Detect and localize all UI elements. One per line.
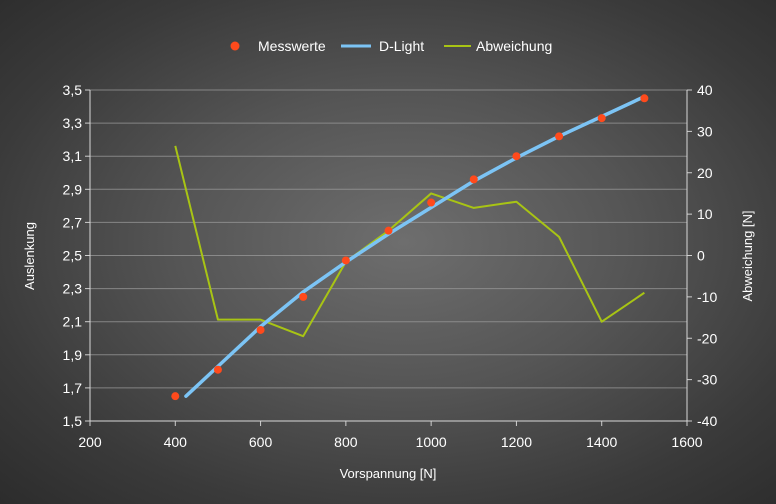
y2-tick-label: 10 — [697, 206, 713, 222]
series-line-d-light — [184, 94, 647, 398]
y-tick-labels: 1,5 1,7 1,9 2,1 2,3 2,5 2,7 2,9 3,1 3,3 3,5 — [63, 82, 83, 429]
y-tick-label: 1,7 — [63, 380, 83, 396]
data-point-messwerte — [171, 392, 180, 401]
x-tick-labels: 200 400 600 800 1000 1200 1400 1600 — [78, 434, 702, 450]
y-tick-label: 1,5 — [63, 413, 83, 429]
x-tick-label: 800 — [334, 434, 358, 450]
x-tick-label: 600 — [249, 434, 273, 450]
data-point-messwerte — [597, 114, 606, 123]
x-tick-label: 1000 — [416, 434, 447, 450]
y2-tick-label: -30 — [697, 372, 717, 388]
y-tick-label: 1,9 — [63, 347, 83, 363]
y2-axis-title: Abweichung [N] — [740, 210, 755, 301]
x-tick-label: 1200 — [501, 434, 532, 450]
y-tick-label: 3,1 — [63, 148, 83, 164]
y-tick-label: 2,5 — [63, 248, 83, 264]
data-point-messwerte — [299, 292, 308, 301]
y2-tick-label: -10 — [697, 289, 717, 305]
plot-area — [171, 94, 649, 401]
y2-tick-label: 20 — [697, 165, 713, 181]
y-tick-label: 2,3 — [63, 281, 83, 297]
legend: Messwerte D-Light Abweichung — [230, 38, 552, 54]
series-line-abweichung — [174, 145, 645, 338]
y2-tick-label: -20 — [697, 330, 717, 346]
data-point-messwerte — [256, 325, 265, 334]
x-axis-title: Vorspannung [N] — [340, 466, 437, 481]
x-tick-label: 1400 — [586, 434, 617, 450]
data-point-messwerte — [512, 152, 521, 161]
data-point-messwerte — [341, 256, 350, 265]
x-tick-label: 400 — [164, 434, 188, 450]
axes — [85, 89, 692, 426]
data-point-messwerte — [213, 365, 222, 374]
gridlines — [90, 89, 687, 422]
y2-tick-label: 0 — [697, 248, 705, 264]
data-point-messwerte — [555, 132, 564, 141]
y-tick-label: 2,1 — [63, 314, 83, 330]
y-axis-title: Auslenkung — [22, 222, 37, 290]
data-point-messwerte — [640, 94, 649, 103]
y-tick-label: 2,7 — [63, 214, 83, 230]
legend-label-messwerte: Messwerte — [258, 38, 326, 54]
y2-tick-label: 30 — [697, 123, 713, 139]
y-tick-label: 2,9 — [63, 181, 83, 197]
data-point-messwerte — [384, 226, 393, 235]
y2-tick-labels: -40 -30 -20 -10 0 10 20 30 40 — [697, 82, 717, 429]
data-point-messwerte — [469, 175, 478, 184]
legend-label-d-light: D-Light — [379, 38, 424, 54]
y-tick-label: 3,3 — [63, 115, 83, 131]
y2-tick-label: 40 — [697, 82, 713, 98]
y2-tick-label: -40 — [697, 413, 717, 429]
legend-label-abweichung: Abweichung — [476, 38, 552, 54]
legend-marker-messwerte — [230, 41, 240, 51]
y-tick-label: 3,5 — [63, 82, 83, 98]
x-tick-label: 1600 — [671, 434, 702, 450]
x-tick-label: 200 — [78, 434, 102, 450]
data-point-messwerte — [427, 198, 436, 207]
